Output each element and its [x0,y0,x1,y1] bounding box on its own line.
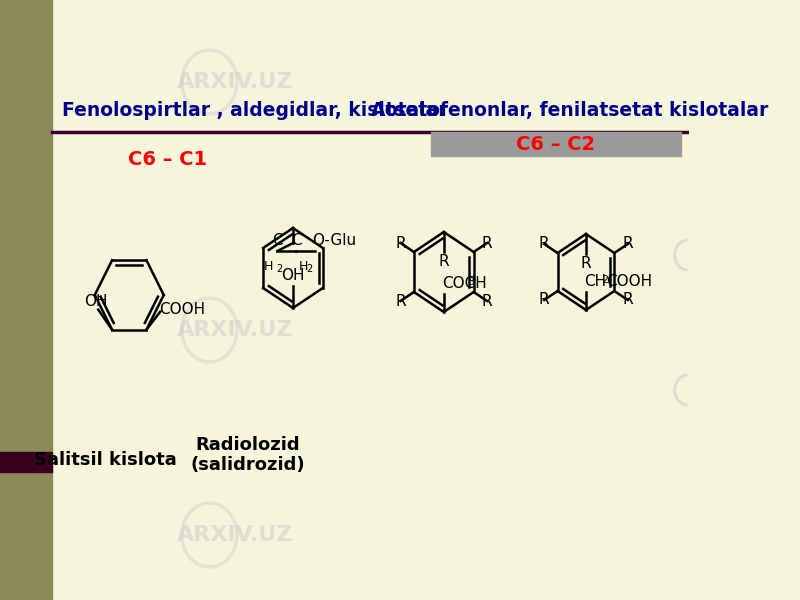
Text: C: C [291,233,302,248]
Text: COCH: COCH [442,277,487,292]
Text: OH: OH [84,294,107,309]
Text: C6 – C2: C6 – C2 [516,135,595,154]
Text: ARXIV.UZ: ARXIV.UZ [177,320,294,340]
Text: R: R [539,292,550,307]
Bar [0,0,52,600]
Text: CH: CH [584,275,606,289]
Text: R: R [395,235,406,251]
Text: 2: 2 [306,264,312,274]
Text: H: H [299,260,308,273]
Text: R: R [622,292,633,307]
Text: C6 – C1: C6 – C1 [129,150,207,169]
Text: 2: 2 [602,275,609,285]
Text: Atsetofenonlar, fenilatsetat kislotalar: Atsetofenonlar, fenilatsetat kislotalar [370,101,768,120]
Text: ARXIV.UZ: ARXIV.UZ [177,525,294,545]
Text: R: R [395,293,406,308]
Text: R: R [622,236,633,251]
Text: R: R [482,293,492,308]
Text: ARXIV.UZ: ARXIV.UZ [177,72,294,92]
Bar [0,452,52,472]
Text: COOH: COOH [606,275,652,289]
Text: O-Glu: O-Glu [312,233,357,248]
Text: R: R [438,254,449,269]
Text: 2: 2 [277,264,283,274]
Text: Fenolospirtlar , aldegidlar, kislotalar: Fenolospirtlar , aldegidlar, kislotalar [62,101,448,120]
Text: H: H [264,260,273,273]
Bar [431,132,681,156]
Text: C: C [272,233,282,248]
Text: R: R [482,235,492,251]
Text: COOH: COOH [158,302,205,317]
Text: Radiolozid
(salidrozid): Radiolozid (salidrozid) [190,436,305,475]
Text: R: R [581,257,591,271]
Text: R: R [539,236,550,251]
Text: Salitsil kislota: Salitsil kislota [34,451,177,469]
Text: OH: OH [282,269,305,283]
Text: 3: 3 [467,277,474,287]
